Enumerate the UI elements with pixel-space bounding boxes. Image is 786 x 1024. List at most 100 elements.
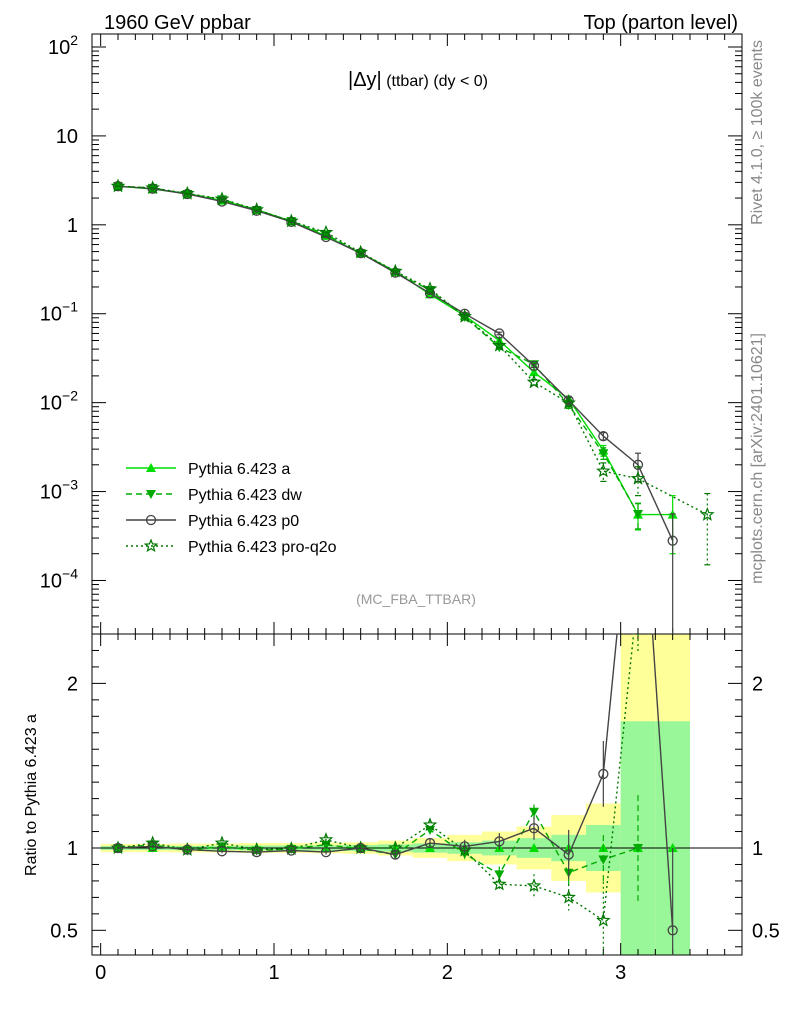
- ratio-point: [492, 876, 507, 891]
- y-tick-base: 10: [56, 126, 78, 148]
- data-point: [180, 185, 195, 200]
- ratio-ylabel: Ratio to Pythia 6.423 a: [23, 714, 40, 876]
- data-point: [284, 213, 299, 228]
- data-point: [353, 244, 368, 259]
- y-tick-exponent: −2: [62, 388, 78, 404]
- data-point: [318, 224, 334, 239]
- ratio-frame: [91, 633, 743, 956]
- plot-title-rest: (ttbar) (dy < 0): [382, 73, 488, 90]
- ratio-point: [561, 889, 576, 904]
- legend-label: Pythia 6.423 dw: [188, 487, 302, 504]
- data-point: [249, 202, 264, 216]
- ratio-point: [216, 846, 228, 857]
- ratio-point: [147, 841, 158, 852]
- rivet-label: Rivet 4.1.0, ≥ 100k events: [749, 40, 766, 225]
- ratio-point: [563, 849, 574, 860]
- analysis-label: (MC_FBA_TTBAR): [356, 591, 476, 607]
- data-point: [700, 506, 715, 521]
- x-tick-label: 1: [268, 962, 279, 984]
- ratio-tick-label-right: 0.5: [752, 920, 780, 942]
- ratio-tick-label-left: 2: [67, 673, 78, 695]
- y-tick-base: 10: [48, 37, 70, 59]
- y-tick-exponent: −3: [62, 477, 78, 493]
- legend-label: Pythia 6.423 a: [188, 461, 290, 478]
- y-tick-label: 102: [48, 32, 78, 59]
- x-tick-label: 0: [95, 962, 106, 984]
- plot-title-main: |Δy|: [348, 69, 382, 91]
- ratio-series-p0: [112, 634, 678, 955]
- ratio-point: [422, 817, 438, 832]
- main-series: [110, 178, 715, 634]
- ratio-bands: [100, 634, 690, 955]
- data-point: [630, 470, 646, 485]
- ratio-point: [596, 912, 611, 927]
- y-tick-exponent: −1: [62, 299, 78, 315]
- ratio-point: [526, 878, 542, 893]
- data-point: [145, 180, 160, 195]
- data-point: [110, 178, 126, 193]
- x-tick-label: 2: [442, 962, 453, 984]
- ratio-point: [318, 832, 334, 846]
- data-point: [457, 308, 472, 323]
- legend: Pythia 6.423 a Pythia 6.423 dw Pythia 6.42…: [126, 461, 337, 556]
- data-point: [529, 367, 539, 377]
- data-point: [632, 459, 644, 470]
- header-right: Top (parton level): [583, 12, 738, 34]
- y-tick-base: 1: [67, 215, 78, 237]
- legend-marker: [145, 514, 157, 526]
- ratio-point: [214, 835, 230, 850]
- mcplots-label: mcplots.cern.ch [arXiv:2401.10621]: [749, 333, 766, 584]
- data-point: [388, 263, 403, 278]
- legend-label: Pythia 6.423 p0: [188, 513, 299, 530]
- data-point: [596, 463, 611, 478]
- ratio-point: [494, 836, 505, 847]
- legend-label: Pythia 6.423 pro-q2o: [188, 539, 337, 556]
- header-left: 1960 GeV ppbar: [104, 12, 251, 34]
- ratio-point: [528, 823, 540, 834]
- data-point: [492, 337, 507, 352]
- ratio-point: [598, 768, 609, 780]
- data-point: [598, 449, 609, 459]
- ratio-point: [494, 870, 505, 880]
- ratio-point: [529, 807, 539, 817]
- y-tick-base: 10: [40, 570, 62, 592]
- data-point: [355, 248, 366, 259]
- ratio-point: [424, 837, 436, 849]
- data-point: [422, 281, 438, 296]
- ratio-point: [112, 842, 124, 854]
- data-point: [216, 196, 228, 207]
- legend-marker: [146, 463, 156, 472]
- data-point: [390, 267, 401, 278]
- y-tick-exponent: −4: [62, 565, 78, 581]
- ratio-point: [286, 845, 297, 856]
- y-tick-label: 1: [67, 215, 78, 237]
- legend-marker: [143, 538, 159, 553]
- data-point: [214, 191, 230, 206]
- y-tick-label: 10−3: [40, 477, 78, 504]
- y-tick-exponent: 2: [70, 32, 78, 48]
- ratio-tick-label-right: 2: [752, 673, 763, 695]
- x-tick-label: 3: [615, 962, 626, 984]
- data-point: [633, 509, 643, 519]
- data-point: [526, 374, 542, 389]
- series-2: [112, 181, 678, 634]
- y-tick-label: 10: [56, 126, 78, 148]
- data-point: [667, 535, 678, 546]
- ratio-ref-point: [667, 843, 678, 852]
- ratio-series-1: [110, 634, 639, 955]
- y-tick-label: 10−2: [40, 388, 78, 415]
- ratio-series: [110, 634, 678, 955]
- plot-title: |Δy| (ttbar) (dy < 0): [348, 69, 488, 91]
- data-point: [182, 188, 193, 200]
- ratio-point: [251, 846, 262, 858]
- ratio-point: [320, 846, 332, 858]
- series-3: [110, 178, 715, 566]
- data-point: [286, 216, 297, 227]
- ratio-point: [182, 844, 193, 855]
- ratio-point: [667, 925, 678, 936]
- ratio-point: [355, 842, 366, 854]
- ratio-ref-point: [529, 843, 539, 852]
- data-point: [561, 395, 576, 410]
